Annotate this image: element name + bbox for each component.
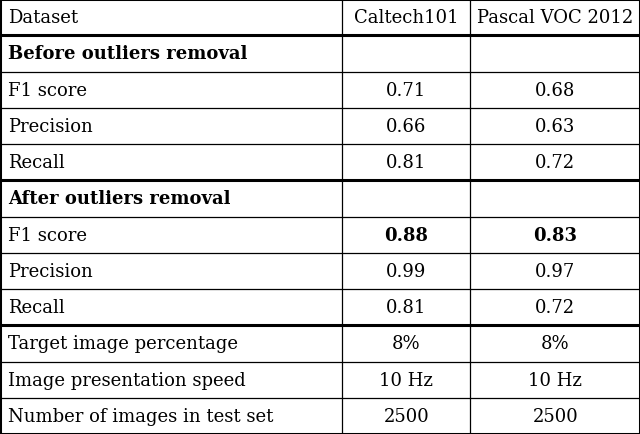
Text: Before outliers removal: Before outliers removal [8,45,247,63]
Text: 0.81: 0.81 [386,299,427,316]
Text: 0.83: 0.83 [533,226,577,244]
Text: Precision: Precision [8,118,92,135]
Text: 0.72: 0.72 [535,154,575,172]
Text: 2500: 2500 [532,407,578,425]
Text: 0.99: 0.99 [386,262,427,280]
Text: F1 score: F1 score [8,82,86,99]
Text: Precision: Precision [8,262,92,280]
Text: 8%: 8% [541,335,570,352]
Text: Number of images in test set: Number of images in test set [8,407,273,425]
Text: 0.68: 0.68 [535,82,575,99]
Text: After outliers removal: After outliers removal [8,190,230,208]
Text: Target image percentage: Target image percentage [8,335,237,352]
Text: 0.63: 0.63 [535,118,575,135]
Text: 0.71: 0.71 [387,82,426,99]
Text: Pascal VOC 2012: Pascal VOC 2012 [477,9,634,27]
Text: Recall: Recall [8,154,65,172]
Text: 10 Hz: 10 Hz [528,371,582,389]
Text: F1 score: F1 score [8,226,86,244]
Text: 10 Hz: 10 Hz [380,371,433,389]
Text: 0.72: 0.72 [535,299,575,316]
Text: Image presentation speed: Image presentation speed [8,371,245,389]
Text: 0.97: 0.97 [535,262,575,280]
Text: 0.88: 0.88 [385,226,428,244]
Text: 0.81: 0.81 [386,154,427,172]
Text: 0.66: 0.66 [386,118,427,135]
Text: Recall: Recall [8,299,65,316]
Text: 2500: 2500 [383,407,429,425]
Text: Caltech101: Caltech101 [354,9,459,27]
Text: Dataset: Dataset [8,9,78,27]
Text: 8%: 8% [392,335,420,352]
